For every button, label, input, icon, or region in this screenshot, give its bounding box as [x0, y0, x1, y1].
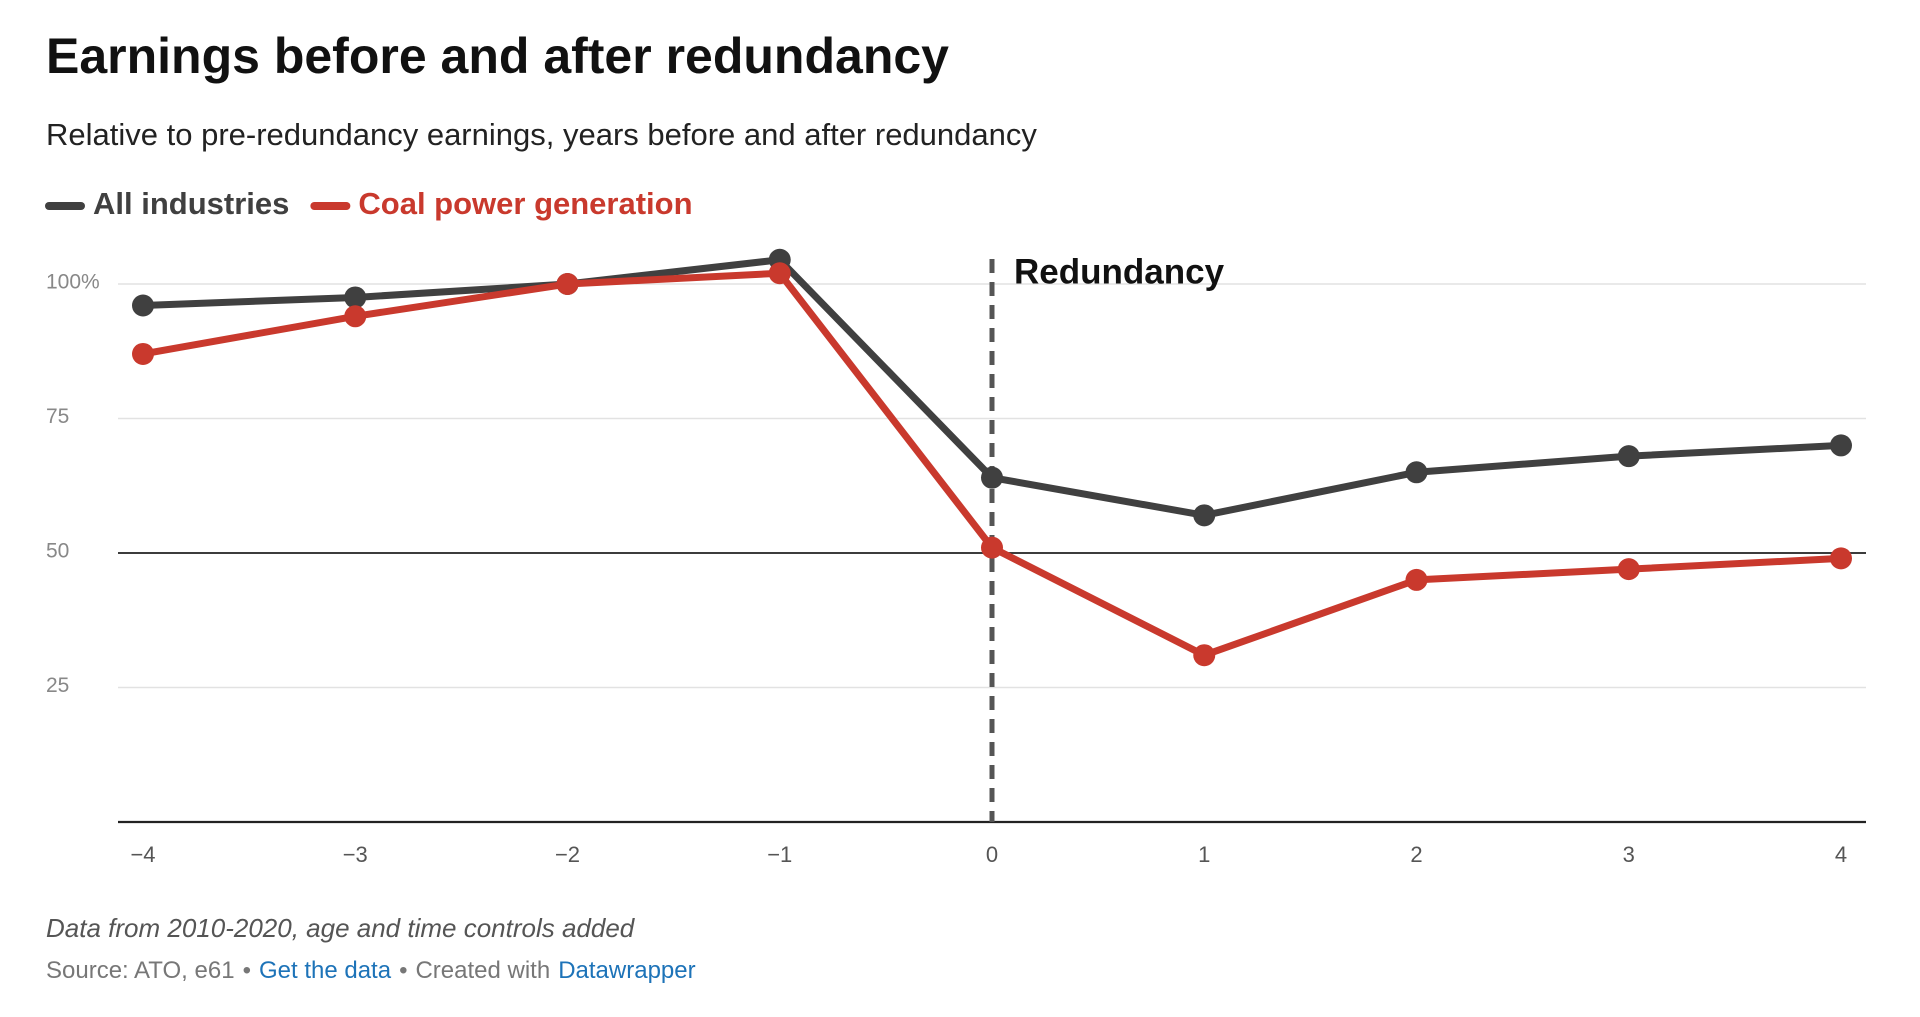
chart-title: Earnings before and after redundancy	[46, 28, 949, 84]
x-tick-label: −4	[130, 842, 155, 867]
separator: •	[399, 957, 407, 984]
x-tick-label: 2	[1410, 842, 1422, 867]
x-tick-label: 4	[1835, 842, 1847, 867]
data-point	[1405, 568, 1428, 591]
chart-subtitle: Relative to pre-redundancy earnings, yea…	[46, 117, 1037, 152]
data-point	[1617, 445, 1640, 468]
data-point	[132, 342, 154, 365]
separator: •	[243, 957, 251, 984]
data-point	[1617, 558, 1640, 581]
legend-label: Coal power generation	[358, 186, 692, 221]
created-with: Created with	[415, 957, 550, 984]
data-point	[344, 305, 367, 328]
data-point	[1405, 461, 1428, 484]
x-tick-label: 3	[1623, 842, 1635, 867]
data-point	[1193, 504, 1216, 527]
data-point	[344, 286, 367, 309]
source-text: Source: ATO, e61	[46, 957, 235, 984]
note: Data from 2010-2020, age and time contro…	[46, 913, 636, 943]
y-tick-label: 100%	[46, 271, 100, 294]
legend: All industries Coal power generation	[45, 186, 693, 221]
x-tick-label: −2	[555, 842, 580, 867]
data-point	[1830, 547, 1852, 570]
x-tick-label: −1	[767, 842, 792, 867]
y-tick-label: 25	[46, 674, 69, 697]
data-point	[1193, 644, 1216, 667]
data-point	[132, 294, 154, 317]
data-point	[981, 466, 1003, 489]
annotation-label: Redundancy	[1014, 252, 1225, 291]
x-tick-label: 1	[1198, 842, 1210, 867]
data-point	[556, 273, 579, 295]
data-point	[1830, 434, 1852, 457]
y-tick-label: 75	[46, 405, 69, 428]
get-data-link[interactable]: Get the data	[259, 957, 392, 984]
x-tick-label: −3	[343, 842, 368, 867]
data-point	[768, 262, 791, 285]
source: Source: ATO, e61 • Get the data • Created wi…	[46, 957, 696, 984]
data-point	[981, 536, 1003, 559]
y-tick-label: 50	[46, 540, 69, 563]
tool-link[interactable]: Datawrapper	[558, 957, 695, 984]
legend-label: All industries	[93, 186, 289, 221]
x-tick-label: 0	[986, 842, 998, 867]
